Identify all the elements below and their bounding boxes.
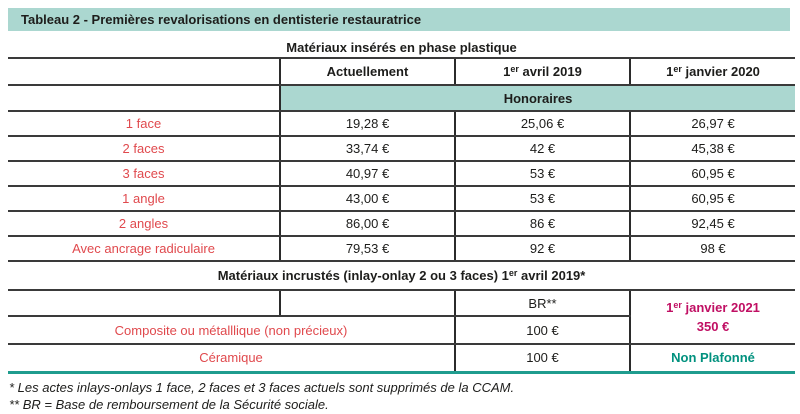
section2-header-row: Matériaux incrustés (inlay-onlay 2 ou 3 … — [8, 261, 796, 291]
value-avril-2019: 53 € — [454, 186, 630, 212]
section1-title: Matériaux insérés en phase plastique — [8, 38, 796, 59]
value-actuellement: 40,97 € — [279, 161, 455, 187]
row-label: Avec ancrage radiculaire — [8, 236, 280, 262]
value-avril-2019: 53 € — [454, 161, 630, 187]
column-header-janvier-2020: 1er janvier 2020 — [628, 58, 796, 86]
br-label: BR** — [454, 290, 630, 317]
row-label: 1 face — [8, 111, 280, 137]
value-janvier-2020: 45,38 € — [628, 136, 796, 162]
column-header-row: Actuellement 1er avril 2019 1er janvier … — [8, 58, 796, 86]
section1-header-row: Matériaux insérés en phase plastique — [8, 38, 796, 59]
table-title: Tableau 2 - Premières revalorisations en… — [21, 12, 422, 27]
honoraires-row: Honoraires — [8, 85, 796, 112]
footnotes: * Les actes inlays-onlays 1 face, 2 face… — [9, 379, 789, 413]
value-avril-2019: 25,06 € — [454, 111, 630, 137]
value-janvier-2020: 98 € — [628, 236, 796, 262]
row-label: 2 faces — [8, 136, 280, 162]
row-label: 3 faces — [8, 161, 280, 187]
pricing-table: Matériaux insérés en phase plastique Act… — [8, 38, 796, 374]
ceramique-value: 100 € — [454, 344, 630, 374]
table-row: 1 face 19,28 € 25,06 € 26,97 € — [8, 111, 796, 137]
composite-value: 100 € — [454, 316, 630, 345]
value-actuellement: 33,74 € — [279, 136, 455, 162]
ceramique-label: Céramique — [8, 344, 455, 374]
column-header-actuellement: Actuellement — [279, 58, 455, 86]
composite-label: Composite ou métalllique (non précieux) — [8, 316, 455, 345]
section2-title: Matériaux incrustés (inlay-onlay 2 ou 3 … — [8, 261, 796, 291]
table-row: 3 faces 40,97 € 53 € 60,95 € — [8, 161, 796, 187]
value-actuellement: 86,00 € — [279, 211, 455, 237]
value-actuellement: 79,53 € — [279, 236, 455, 262]
row-label: 1 angle — [8, 186, 280, 212]
table-row: Avec ancrage radiculaire 79,53 € 92 € 98… — [8, 236, 796, 262]
value-avril-2019: 42 € — [454, 136, 630, 162]
table-row: 2 faces 33,74 € 42 € 45,38 € — [8, 136, 796, 162]
composite-row: Composite ou métalllique (non précieux) … — [8, 316, 795, 345]
empty-cell — [8, 85, 280, 112]
row-label: 2 angles — [8, 211, 280, 237]
table-row: 1 angle 43,00 € 53 € 60,95 € — [8, 186, 796, 212]
empty-cell — [8, 290, 280, 317]
column-header-avril-2019: 1er avril 2019 — [454, 58, 630, 86]
ceramique-row: Céramique 100 € Non Plafonné — [8, 344, 796, 374]
value-actuellement: 19,28 € — [279, 111, 455, 137]
value-avril-2019: 86 € — [454, 211, 630, 237]
janvier-2021-plafond-cell: 1er janvier 2021 350 € — [628, 290, 796, 345]
table-title-bar: Tableau 2 - Premières revalorisations en… — [8, 8, 790, 31]
honoraires-banner: Honoraires — [278, 85, 796, 112]
value-actuellement: 43,00 € — [279, 186, 455, 212]
ceramique-status: Non Plafonné — [628, 344, 796, 374]
value-janvier-2020: 26,97 € — [628, 111, 796, 137]
empty-cell — [279, 290, 455, 317]
plafond-350-value: 350 € — [696, 319, 730, 334]
janvier-2021-label: 1er janvier 2021 — [666, 300, 760, 315]
value-janvier-2020: 60,95 € — [628, 186, 796, 212]
value-janvier-2020: 60,95 € — [628, 161, 796, 187]
footnote-ccam: * Les actes inlays-onlays 1 face, 2 face… — [9, 380, 515, 395]
value-janvier-2020: 92,45 € — [628, 211, 796, 237]
table-row: 2 angles 86,00 € 86 € 92,45 € — [8, 211, 796, 237]
footnote-br-definition: ** BR = Base de remboursement de la Sécu… — [9, 397, 329, 412]
br-row: BR** 1er janvier 2021 350 € — [8, 290, 796, 345]
empty-header-cell — [8, 58, 280, 86]
value-avril-2019: 92 € — [454, 236, 630, 262]
